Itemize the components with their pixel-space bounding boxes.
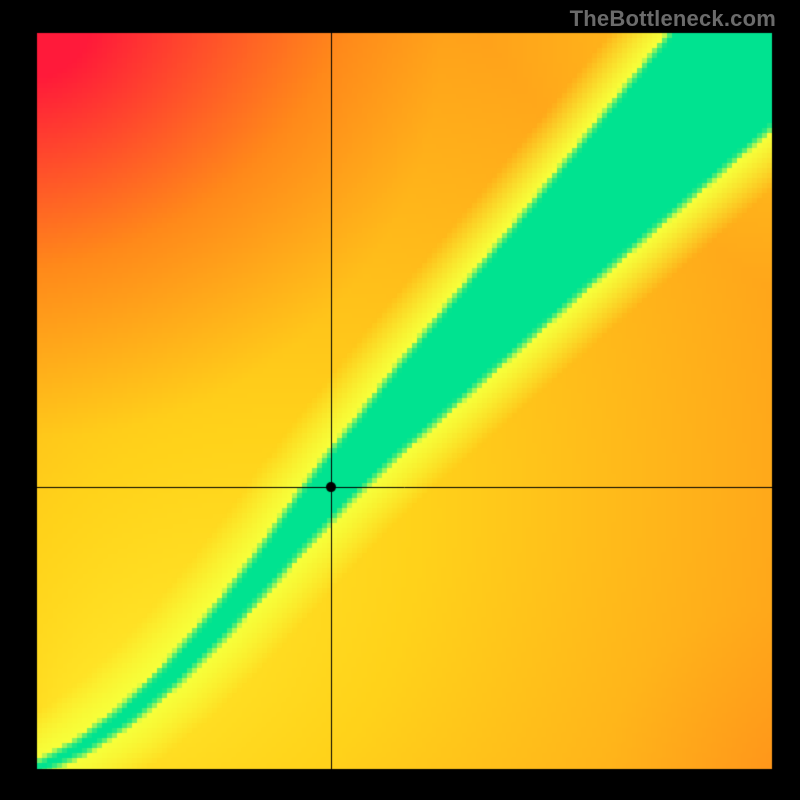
watermark-label: TheBottleneck.com — [570, 6, 776, 32]
chart-container: TheBottleneck.com — [0, 0, 800, 800]
heatmap-canvas — [0, 0, 800, 800]
